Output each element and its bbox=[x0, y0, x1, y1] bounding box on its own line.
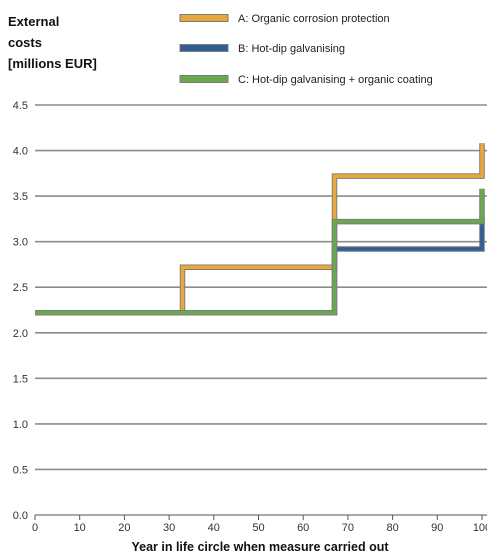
x-tick-label: 40 bbox=[208, 522, 220, 534]
x-tick-label: 50 bbox=[252, 522, 264, 534]
y-tick-label: 0.0 bbox=[13, 510, 28, 522]
legend-label: C: Hot-dip galvanising + organic coating bbox=[238, 74, 433, 86]
y-tick-label: 1.0 bbox=[13, 419, 28, 431]
series-lines bbox=[35, 143, 485, 316]
legend-swatch bbox=[179, 44, 229, 52]
x-tick-label: 0 bbox=[32, 522, 38, 534]
y-tick-label: 4.0 bbox=[13, 146, 28, 158]
y-axis-label: External costs [millions EUR] bbox=[8, 14, 97, 71]
x-tick-label: 70 bbox=[342, 522, 354, 534]
legend: A: Organic corrosion protection B: Hot-di… bbox=[179, 13, 433, 86]
y-tick-label: 2.5 bbox=[13, 282, 28, 294]
x-tick-label: 20 bbox=[118, 522, 130, 534]
x-axis: 0 10 20 30 40 50 60 70 80 90 100 bbox=[32, 515, 487, 534]
gridlines bbox=[35, 104, 487, 516]
y-axis-label-line: costs bbox=[8, 35, 42, 50]
y-tick-label: 4.5 bbox=[13, 100, 28, 112]
legend-swatch bbox=[179, 14, 229, 22]
x-tick-label: 60 bbox=[297, 522, 309, 534]
legend-label: A: Organic corrosion protection bbox=[238, 13, 390, 25]
series-line bbox=[35, 188, 484, 315]
x-tick-label: 10 bbox=[74, 522, 86, 534]
y-tick-label: 2.0 bbox=[13, 328, 28, 340]
y-tick-label: 3.0 bbox=[13, 237, 28, 249]
x-axis-label: Year in life circle when measure carried… bbox=[131, 540, 389, 554]
y-axis-label-line: [millions EUR] bbox=[8, 56, 97, 71]
y-axis-ticks: 0.0 0.5 1.0 1.5 2.0 2.5 3.0 3.5 4.0 4.5 bbox=[13, 100, 28, 522]
legend-label: B: Hot-dip galvanising bbox=[238, 43, 345, 55]
y-tick-label: 1.5 bbox=[13, 373, 28, 385]
y-tick-label: 0.5 bbox=[13, 464, 28, 476]
x-tick-label: 90 bbox=[431, 522, 443, 534]
y-tick-label: 3.5 bbox=[13, 191, 28, 203]
x-tick-label: 100 bbox=[473, 522, 487, 534]
y-axis-label-line: External bbox=[8, 14, 59, 29]
x-tick-label: 80 bbox=[386, 522, 398, 534]
legend-swatch bbox=[179, 75, 229, 83]
x-tick-label: 30 bbox=[163, 522, 175, 534]
